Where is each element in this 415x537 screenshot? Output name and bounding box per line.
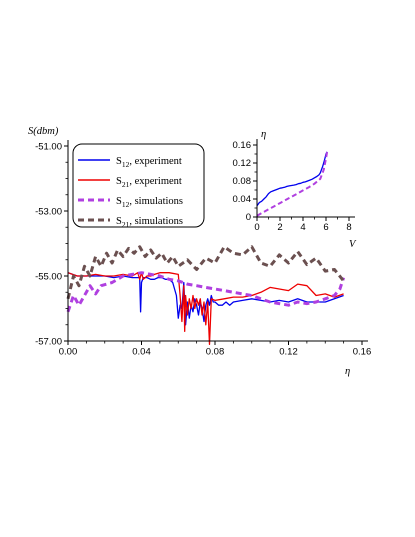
inset-chart: 0 2 4 6 8 0.16 0.12 0.08 0.04 0 η V	[233, 129, 358, 250]
main-x-axis-label: η	[345, 366, 350, 377]
series-line-1	[256, 151, 329, 217]
y-tick-label: 0.08	[233, 176, 252, 187]
y-tick-label: -53.00	[35, 206, 62, 217]
y-tick-label: 0.12	[233, 158, 252, 169]
main-chart: 0.00 0.04 0.08 0.12 0.16 -51.00 -53.00 -55.00 -5…	[28, 126, 371, 377]
main-axes: 0.00 0.04 0.08 0.12 0.16 -51.00 -53.00 -55.00 -5…	[35, 140, 371, 358]
series-line-0	[256, 151, 328, 207]
x-tick-label: 8	[346, 222, 351, 233]
x-tick-label: 0.16	[353, 347, 372, 358]
y-tick-label: -51.00	[35, 141, 62, 152]
legend-box	[72, 143, 205, 228]
x-tick-label: 0.08	[206, 347, 225, 358]
main-y-axis-label: S(dbm)	[28, 126, 59, 137]
y-tick-label: 0	[246, 212, 251, 223]
x-tick-label: 0.04	[132, 347, 151, 358]
legend-label-0: S12, experiment	[116, 156, 182, 169]
x-tick-label: 0.12	[279, 347, 298, 358]
legend-label-1: S21, experiment	[116, 176, 182, 189]
x-tick-label: 4	[300, 222, 305, 233]
series-line-2	[66, 271, 346, 313]
inset-plot-area	[256, 151, 329, 217]
series-line-3	[66, 245, 345, 300]
series-line-0	[67, 272, 344, 326]
y-tick-label: -57.00	[35, 336, 62, 347]
y-tick-label: -55.00	[35, 271, 62, 282]
series-line-1	[67, 272, 344, 345]
x-tick-label: 6	[323, 222, 328, 233]
inset-y-axis-label: η	[261, 129, 266, 140]
legend-label-3: S21, simulations	[116, 216, 183, 229]
inset-axes: 0 2 4 6 8 0.16 0.12 0.08 0.04 0	[233, 139, 355, 233]
y-tick-label: 0.16	[233, 140, 252, 151]
x-tick-label: 2	[277, 222, 282, 233]
legend-label-2: S12, simulations	[116, 196, 183, 209]
legend: S12, experiment S21, experiment S12, simul…	[72, 143, 205, 229]
y-tick-label: 0.04	[233, 194, 252, 205]
x-tick-label: 0.00	[59, 347, 78, 358]
x-tick-label: 0	[254, 222, 259, 233]
inset-x-axis-label: V	[349, 239, 357, 250]
main-plot-area	[66, 245, 346, 345]
